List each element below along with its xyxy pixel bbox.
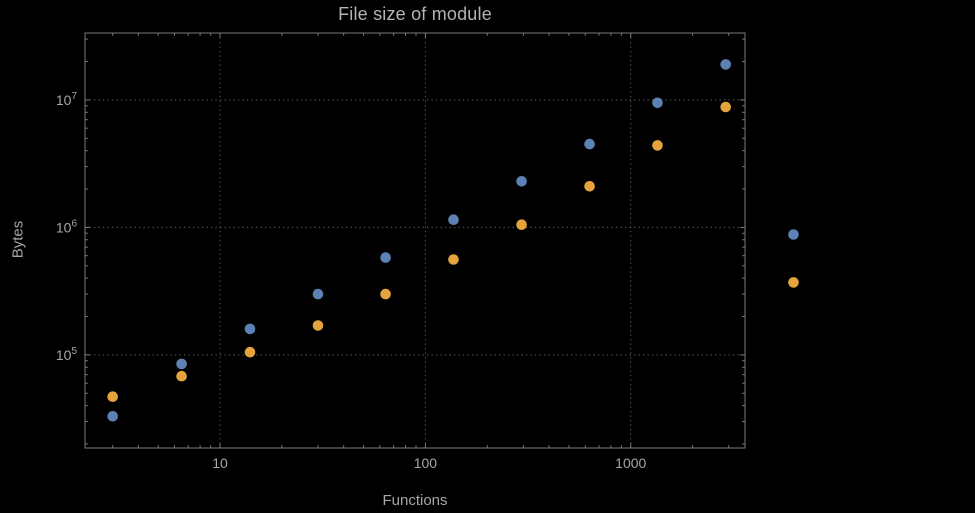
data-point-series-1	[516, 176, 527, 187]
data-point-series-1	[652, 97, 663, 109]
chart-title: File size of module	[338, 4, 492, 24]
y-tick-label: 107	[56, 91, 78, 108]
data-point-series-2	[312, 320, 324, 331]
plot-frame	[84, 32, 746, 449]
y-tick-label: 106	[56, 218, 78, 235]
data-point-series-2	[107, 391, 118, 403]
data-point-series-2	[652, 140, 663, 151]
data-point-series-1	[720, 59, 731, 70]
y-axis-label: Bytes	[9, 220, 27, 259]
data-point-series-1	[380, 252, 391, 263]
data-point-series-1	[176, 358, 187, 370]
x-tick-label: 100	[414, 455, 438, 471]
data-point-series-2	[380, 288, 391, 300]
data-point-series-1	[584, 138, 595, 150]
data-point-series-2	[788, 277, 799, 288]
data-point-series-1	[788, 229, 799, 240]
data-point-series-2	[244, 346, 256, 358]
x-tick-label: 1000	[615, 455, 646, 471]
data-point-series-1	[107, 411, 118, 422]
data-point-series-2	[176, 370, 187, 382]
y-tick-label: 105	[56, 346, 78, 363]
x-axis-label: Functions	[382, 492, 448, 509]
data-point-series-2	[516, 219, 527, 230]
data-point-series-1	[244, 323, 256, 335]
data-point-series-1	[312, 288, 324, 300]
data-point-series-2	[584, 181, 595, 192]
data-point-series-2	[448, 254, 459, 265]
x-tick-label: 10	[212, 455, 228, 471]
data-point-series-2	[720, 101, 731, 113]
data-point-series-1	[448, 214, 459, 225]
